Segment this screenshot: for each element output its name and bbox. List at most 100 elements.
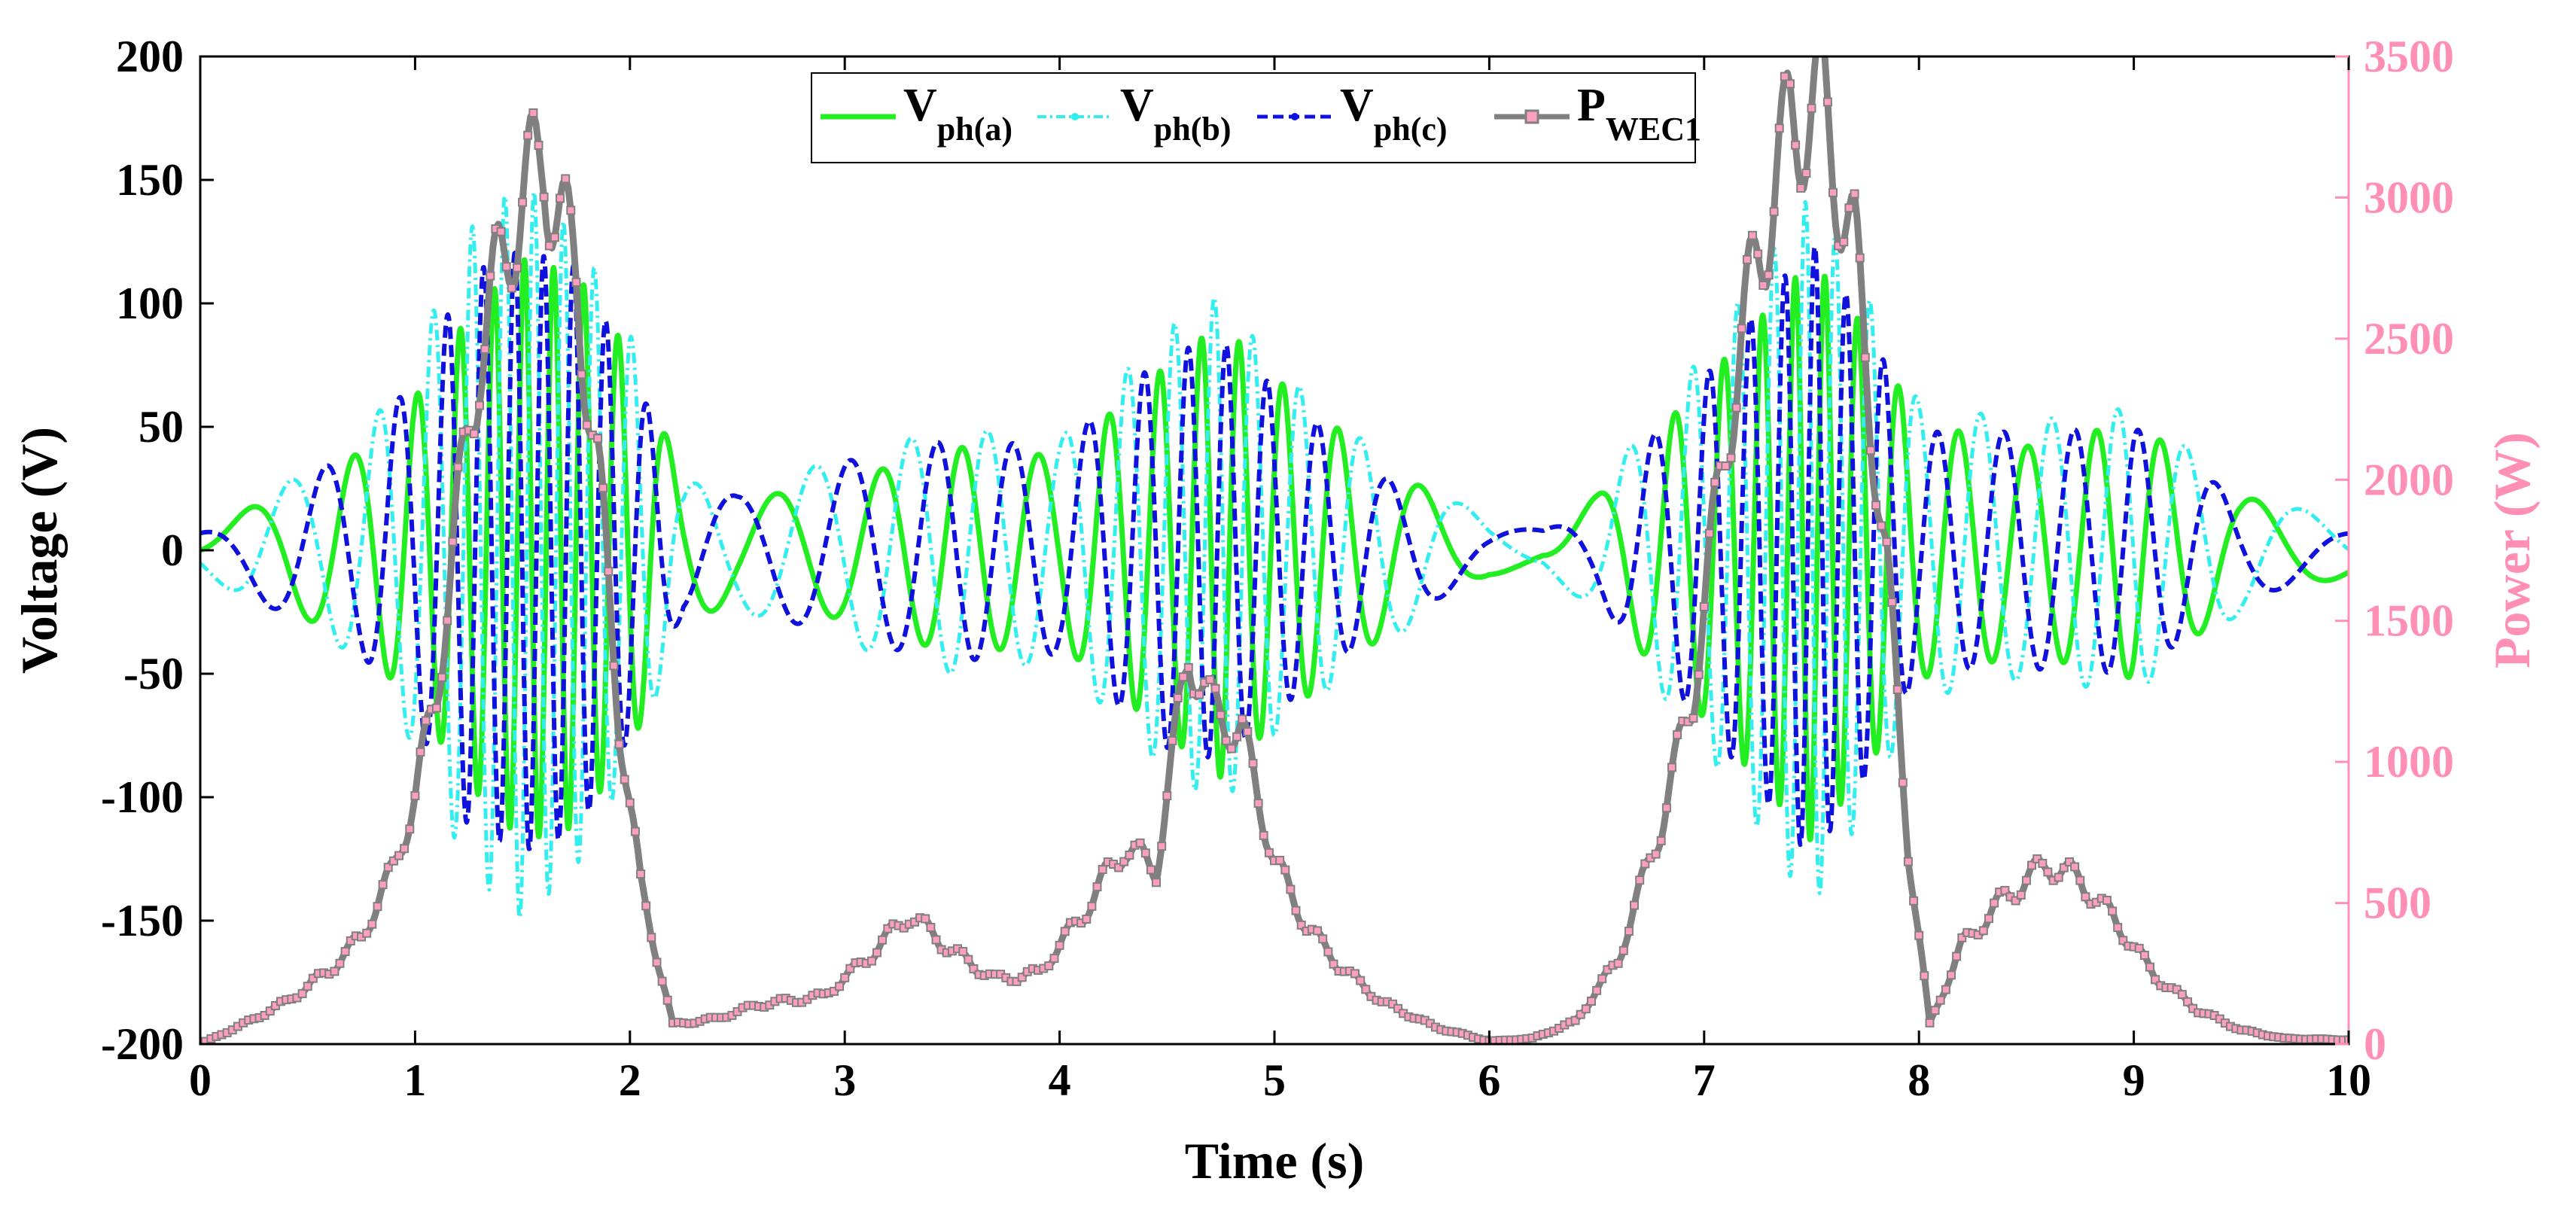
power-marker bbox=[1769, 207, 1779, 217]
left-y-tick-label: -100 bbox=[101, 772, 184, 822]
power-marker bbox=[835, 982, 845, 991]
legend-entry: PWEC1 bbox=[1494, 80, 1701, 148]
power-marker bbox=[582, 420, 592, 430]
right-y-tick-label: 500 bbox=[2364, 878, 2431, 928]
power-marker bbox=[265, 1006, 275, 1016]
x-tick-label: 3 bbox=[833, 1055, 856, 1105]
left-y-tick-label: 100 bbox=[116, 279, 184, 328]
x-tick-label: 0 bbox=[189, 1055, 212, 1105]
power-marker bbox=[2172, 985, 2182, 994]
power-marker bbox=[1903, 857, 1913, 866]
legend-label: PWEC1 bbox=[1577, 80, 1701, 148]
power-marker bbox=[620, 775, 629, 784]
power-marker bbox=[866, 956, 876, 966]
power-marker bbox=[2183, 997, 2192, 1006]
legend-marker-sample bbox=[1291, 113, 1299, 120]
legend: Vph(a) Vph(b) Vph(c) PWEC1 bbox=[811, 72, 1701, 163]
power-marker bbox=[1168, 735, 1177, 745]
power-marker bbox=[486, 271, 495, 281]
power-marker bbox=[1710, 477, 1720, 487]
power-marker bbox=[2081, 892, 2090, 902]
power-marker bbox=[2134, 943, 2144, 953]
x-tick-label: 7 bbox=[1693, 1055, 1716, 1105]
power-marker bbox=[1238, 714, 1247, 724]
left-y-axis-ticks: -200 -150 -100 -50 0 50 100 150 200 bbox=[101, 32, 214, 1069]
x-tick-label: 4 bbox=[1049, 1055, 1071, 1105]
legend-label: Vph(c) bbox=[1340, 80, 1448, 148]
legend-entry: Vph(b) bbox=[1037, 80, 1232, 148]
power-marker bbox=[507, 283, 516, 293]
power-marker bbox=[1173, 693, 1183, 703]
power-marker bbox=[1651, 849, 1661, 859]
power-marker bbox=[1656, 836, 1666, 845]
power-marker bbox=[1731, 403, 1741, 413]
power-marker bbox=[840, 973, 850, 982]
power-marker bbox=[1721, 461, 1731, 470]
power-marker bbox=[297, 988, 307, 998]
right-y-tick-label: 3500 bbox=[2364, 32, 2454, 81]
legend-label-subscript: ph(b) bbox=[1154, 111, 1232, 148]
power-marker bbox=[1157, 842, 1167, 851]
power-marker bbox=[571, 277, 581, 287]
power-marker bbox=[362, 928, 372, 938]
power-marker bbox=[496, 227, 506, 236]
legend-label: Vph(a) bbox=[903, 80, 1012, 148]
right-y-axis-title: Power (W) bbox=[2483, 432, 2541, 668]
power-marker bbox=[1635, 875, 1645, 885]
power-marker bbox=[346, 936, 355, 945]
power-marker bbox=[1882, 537, 1892, 547]
power-marker bbox=[931, 935, 941, 945]
power-marker bbox=[1329, 959, 1338, 969]
power-marker bbox=[1393, 1003, 1403, 1013]
power-marker bbox=[883, 924, 893, 933]
power-marker bbox=[1587, 997, 1596, 1006]
power-marker bbox=[1114, 863, 1124, 872]
right-y-tick-label: 0 bbox=[2364, 1019, 2386, 1069]
power-marker bbox=[2054, 872, 2063, 882]
power-marker bbox=[1624, 927, 1634, 936]
power-marker bbox=[2043, 867, 2053, 877]
power-marker bbox=[378, 880, 388, 890]
power-marker bbox=[2075, 875, 2085, 885]
x-tick-label: 1 bbox=[403, 1055, 426, 1105]
power-marker bbox=[340, 947, 350, 957]
right-y-tick-label: 1000 bbox=[2364, 737, 2454, 787]
power-marker bbox=[388, 856, 398, 866]
power-marker bbox=[437, 672, 447, 682]
legend-entry: Vph(c) bbox=[1257, 80, 1448, 148]
power-marker bbox=[1909, 896, 1919, 906]
power-marker bbox=[518, 197, 528, 207]
power-marker bbox=[1356, 976, 1366, 985]
power-marker bbox=[1704, 528, 1714, 538]
plot-area bbox=[200, 56, 2349, 1044]
power-marker bbox=[2344, 1035, 2349, 1044]
power-marker bbox=[872, 948, 882, 958]
left-y-axis-title: Voltage (V) bbox=[11, 427, 68, 674]
power-marker bbox=[2065, 857, 2074, 866]
power-marker bbox=[373, 902, 382, 912]
power-marker bbox=[469, 429, 479, 439]
power-marker bbox=[1592, 985, 1602, 995]
power-marker bbox=[1699, 602, 1709, 611]
power-marker bbox=[367, 919, 377, 929]
power-marker bbox=[969, 964, 979, 973]
power-marker bbox=[1044, 961, 1054, 971]
left-y-tick-label: -50 bbox=[123, 649, 184, 699]
legend-label-subscript: WEC1 bbox=[1606, 111, 1701, 148]
power-marker bbox=[2027, 860, 2036, 870]
power-marker bbox=[845, 964, 855, 973]
power-marker bbox=[1866, 446, 1875, 455]
power-marker bbox=[416, 747, 425, 757]
power-marker bbox=[1216, 710, 1226, 720]
power-marker bbox=[1640, 859, 1650, 869]
right-y-tick-label: 2000 bbox=[2364, 455, 2454, 504]
power-marker bbox=[1259, 830, 1268, 840]
power-marker bbox=[577, 370, 586, 379]
left-y-tick-label: 50 bbox=[139, 402, 184, 452]
left-y-tick-label: 200 bbox=[116, 32, 184, 81]
power-marker bbox=[1935, 995, 1945, 1005]
power-markers bbox=[200, 72, 2349, 1044]
right-y-tick-label: 1500 bbox=[2364, 596, 2454, 646]
power-marker bbox=[400, 844, 410, 854]
